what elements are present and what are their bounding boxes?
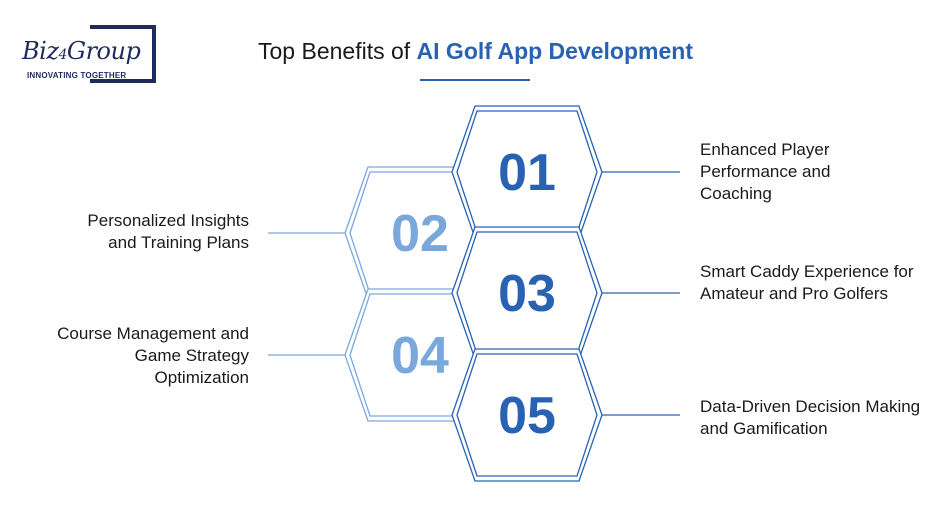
benefit-number-04: 04 [391, 327, 449, 385]
title-highlight: AI Golf App Development [416, 38, 693, 64]
hexagon-backdrop-01 [452, 106, 602, 238]
benefit-number-02: 02 [391, 205, 449, 263]
benefit-label-05: Data-Driven Decision Making and Gamifica… [700, 397, 921, 438]
hexagon-backdrop-02 [345, 167, 495, 299]
logo-wordmark: Biz4Group [22, 37, 141, 65]
hexagon-inner-05 [456, 353, 598, 477]
benefit-label-02: Personalized Insights and Training Plans [87, 211, 249, 252]
benefit-label-04: Course Management and Game Strategy Opti… [57, 324, 249, 387]
benefit-number-05: 05 [498, 387, 556, 445]
hexagon-backdrop-04 [345, 289, 495, 421]
company-logo: Biz4Group INNOVATING TOGETHER [22, 25, 160, 87]
hexagon-outer-05 [451, 348, 603, 482]
page-title: Top Benefits of AI Golf App Development [0, 38, 951, 65]
hexagon-backdrop-05 [452, 349, 602, 481]
benefit-label-03: Smart Caddy Experience for Amateur and P… [700, 262, 914, 303]
benefit-number-03: 03 [498, 265, 556, 323]
benefit-number-01: 01 [498, 144, 556, 202]
title-prefix: Top Benefits of [258, 38, 417, 64]
hexagon-backdrop-03 [452, 227, 602, 359]
logo-frame [90, 25, 156, 83]
title-underline [420, 79, 530, 81]
benefit-label-01: Enhanced Player Performance and Coaching [700, 140, 831, 203]
logo-tagline: INNOVATING TOGETHER [27, 71, 127, 80]
